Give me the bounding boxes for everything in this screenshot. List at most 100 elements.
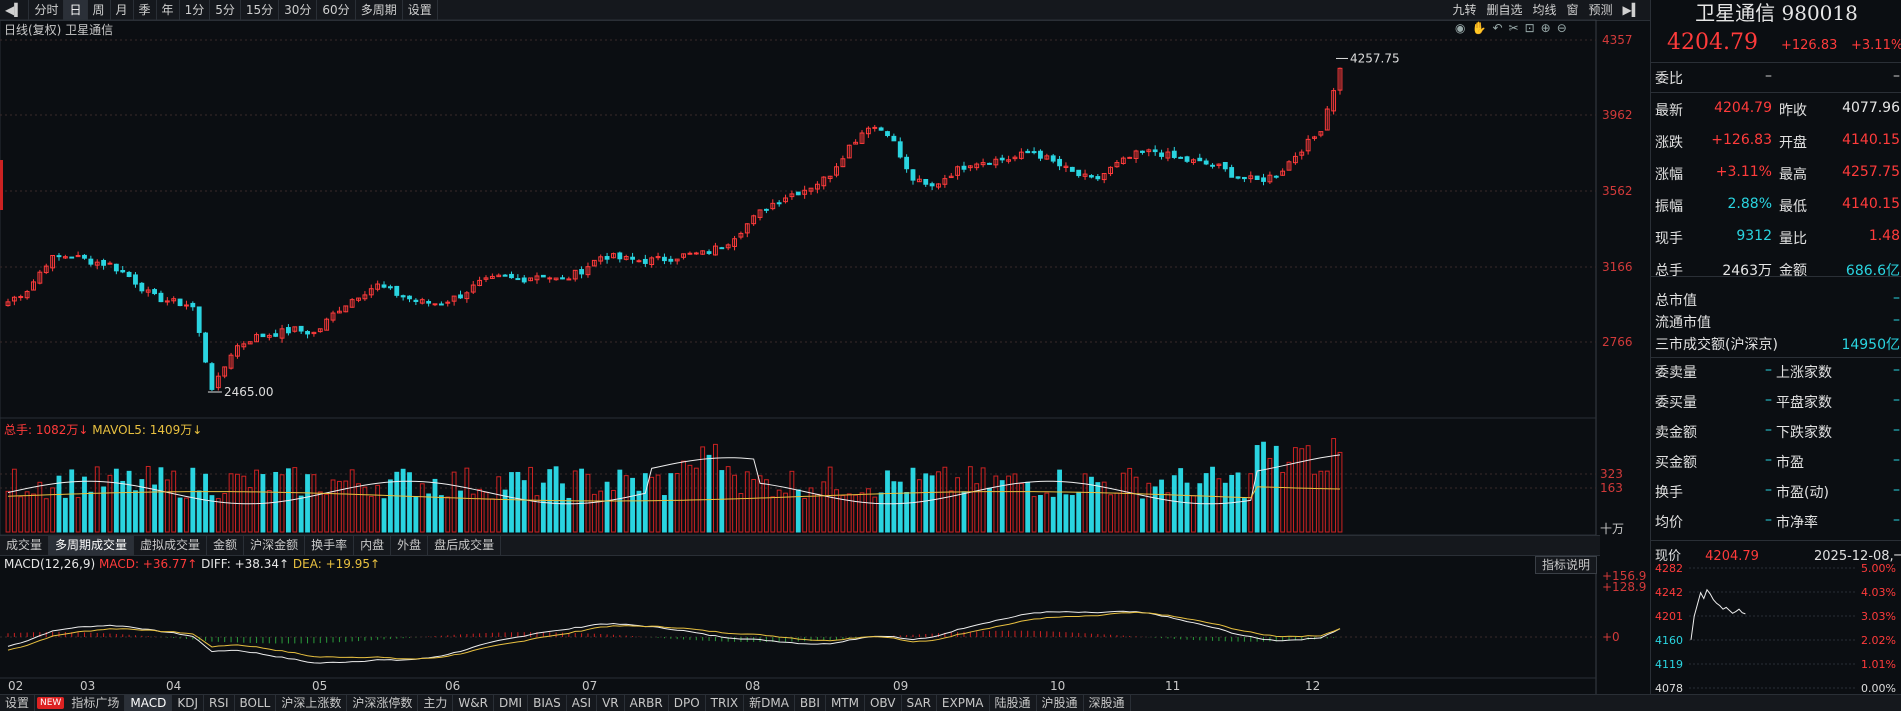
period-tab[interactable]: 周 <box>88 0 111 20</box>
volume-bar <box>1159 479 1164 533</box>
toolbar-right-item[interactable]: 九转 <box>1452 3 1477 17</box>
volume-bar <box>82 476 87 533</box>
volume-tab[interactable]: 内盘 <box>354 536 392 555</box>
indicator-tab[interactable]: TRIX <box>706 695 745 711</box>
candle-body <box>636 260 642 263</box>
indicator-help-button[interactable]: 指标说明 <box>1535 556 1598 574</box>
candle-body <box>56 255 62 258</box>
indicator-tab[interactable]: BIAS <box>528 695 567 711</box>
volume-tab[interactable]: 换手率 <box>305 536 355 555</box>
undo-icon[interactable]: ↶ <box>1492 21 1503 35</box>
prev-icon[interactable]: ◀▍ <box>0 0 30 20</box>
indicator-tab[interactable]: DMI <box>494 695 529 711</box>
indicator-tab[interactable]: ARBR <box>625 695 669 711</box>
indicator-tab[interactable]: 指标广场 <box>66 695 126 711</box>
period-tab[interactable]: 分时 <box>29 0 65 20</box>
candle-body <box>1235 176 1241 179</box>
intraday-mini-chart[interactable]: 4282 5.00% 4242 4.03% 4201 3.03% 4160 2.02% 4119… <box>1651 560 1901 695</box>
period-tab[interactable]: 月 <box>111 0 134 20</box>
indicator-tab[interactable]: 陆股通 <box>990 695 1037 711</box>
left-marker <box>0 160 3 210</box>
candle-body <box>438 303 444 306</box>
indicator-tab[interactable]: MACD <box>125 695 173 711</box>
volume-bar <box>1120 472 1126 533</box>
toolbar-right-item[interactable]: 删自选 <box>1486 3 1523 17</box>
period-tab[interactable]: 5分 <box>210 0 241 20</box>
period-tab[interactable]: 30分 <box>279 0 318 20</box>
volume-tab[interactable]: 虚拟成交量 <box>134 536 208 555</box>
volume-tab[interactable]: 沪深金额 <box>244 536 306 555</box>
volume-bar <box>808 487 814 533</box>
volume-bar <box>897 481 903 533</box>
indicator-tab[interactable]: KDJ <box>172 695 204 711</box>
zoom-in-icon[interactable]: ⊕ <box>1540 21 1551 35</box>
quote-label: 最高 <box>1779 167 1807 183</box>
period-tab[interactable]: 15分 <box>241 0 280 20</box>
indicator-tab[interactable]: ASI <box>567 695 598 711</box>
candle-body <box>897 141 903 158</box>
chart-canvas[interactable]: 4257.75 2465.00 <box>0 0 1650 694</box>
toolbar-right-item[interactable]: 均线 <box>1532 3 1557 17</box>
candle-body <box>623 256 629 260</box>
indicator-tab[interactable]: 主力 <box>418 695 454 711</box>
volume-tab[interactable]: 盘后成交量 <box>428 536 502 555</box>
period-tab[interactable]: 1分 <box>180 0 211 20</box>
volume-tab[interactable]: 外盘 <box>391 536 429 555</box>
period-tab[interactable]: 日 <box>64 0 88 20</box>
eye-icon[interactable]: ◉ <box>1455 21 1466 35</box>
candle-body <box>738 232 744 238</box>
stat-label: 上涨家数 <box>1776 365 1832 381</box>
candle-body <box>719 247 725 250</box>
volume-bar <box>18 496 24 533</box>
volume-bar <box>50 487 56 533</box>
period-tab[interactable]: 60分 <box>317 0 356 20</box>
period-tab[interactable]: 多周期 <box>356 0 403 20</box>
indicator-tab[interactable]: RSI <box>204 695 235 711</box>
indicator-tab[interactable]: DPO <box>669 695 706 711</box>
volume-bar <box>336 480 342 533</box>
toolbar-right-item[interactable]: 窗 <box>1566 3 1579 17</box>
volume-tab[interactable]: 成交量 <box>0 536 50 555</box>
candle-body <box>814 183 820 190</box>
candle-body <box>343 305 349 313</box>
next-icon[interactable]: ▶▍ <box>1622 3 1641 17</box>
indicator-tab[interactable]: W&R <box>453 695 494 711</box>
volume-bar <box>655 474 661 533</box>
indicator-tab[interactable]: MTM <box>826 695 865 711</box>
candle-body <box>1018 151 1024 159</box>
candle-body <box>751 215 757 225</box>
stat-label: 市净率 <box>1776 515 1818 531</box>
indicator-tab[interactable]: BBI <box>795 695 826 711</box>
period-tab[interactable]: 年 <box>157 0 180 20</box>
candle-body <box>1101 173 1107 181</box>
period-tab[interactable]: 设置 <box>403 0 438 20</box>
period-tab[interactable]: 季 <box>134 0 157 20</box>
volume-bar <box>534 495 540 533</box>
lock-icon[interactable]: ⊡ <box>1524 21 1535 35</box>
indicator-tab[interactable]: OBV <box>865 695 902 711</box>
volume-tab[interactable]: 多周期成交量 <box>49 536 135 555</box>
volume-bar <box>999 480 1005 533</box>
hand-icon[interactable]: ✋ <box>1471 21 1487 35</box>
zoom-out-icon[interactable]: ⊖ <box>1556 21 1567 35</box>
toolbar-right-item[interactable]: 预测 <box>1588 3 1613 17</box>
indicator-tab[interactable]: 沪股通 <box>1037 695 1084 711</box>
indicator-tab[interactable]: BOLL <box>235 695 277 711</box>
scissors-icon[interactable]: ✂ <box>1508 21 1519 35</box>
quote-row: 现手 9312 量比 1.48 <box>1651 224 1901 250</box>
indicator-tab[interactable]: 设置 <box>0 695 36 711</box>
indicator-tab[interactable]: VR <box>597 695 625 711</box>
mini-right-axis-label: 1.01% <box>1861 658 1896 671</box>
indicator-tab[interactable]: 新DMA <box>744 695 795 711</box>
low-label: 2465.00 <box>224 385 274 399</box>
indicator-tab[interactable]: 沪深上涨数 <box>276 695 348 711</box>
indicator-tab[interactable]: 深股通 <box>1084 695 1131 711</box>
volume-tab[interactable]: 金额 <box>207 536 245 555</box>
indicator-tab[interactable]: SAR <box>902 695 937 711</box>
volume-bar <box>916 479 922 533</box>
volume-bar <box>1241 498 1247 533</box>
candle-body <box>145 289 151 293</box>
volume-bar <box>94 466 100 533</box>
indicator-tab[interactable]: EXPMA <box>937 695 990 711</box>
indicator-tab[interactable]: 沪深涨停数 <box>347 695 419 711</box>
